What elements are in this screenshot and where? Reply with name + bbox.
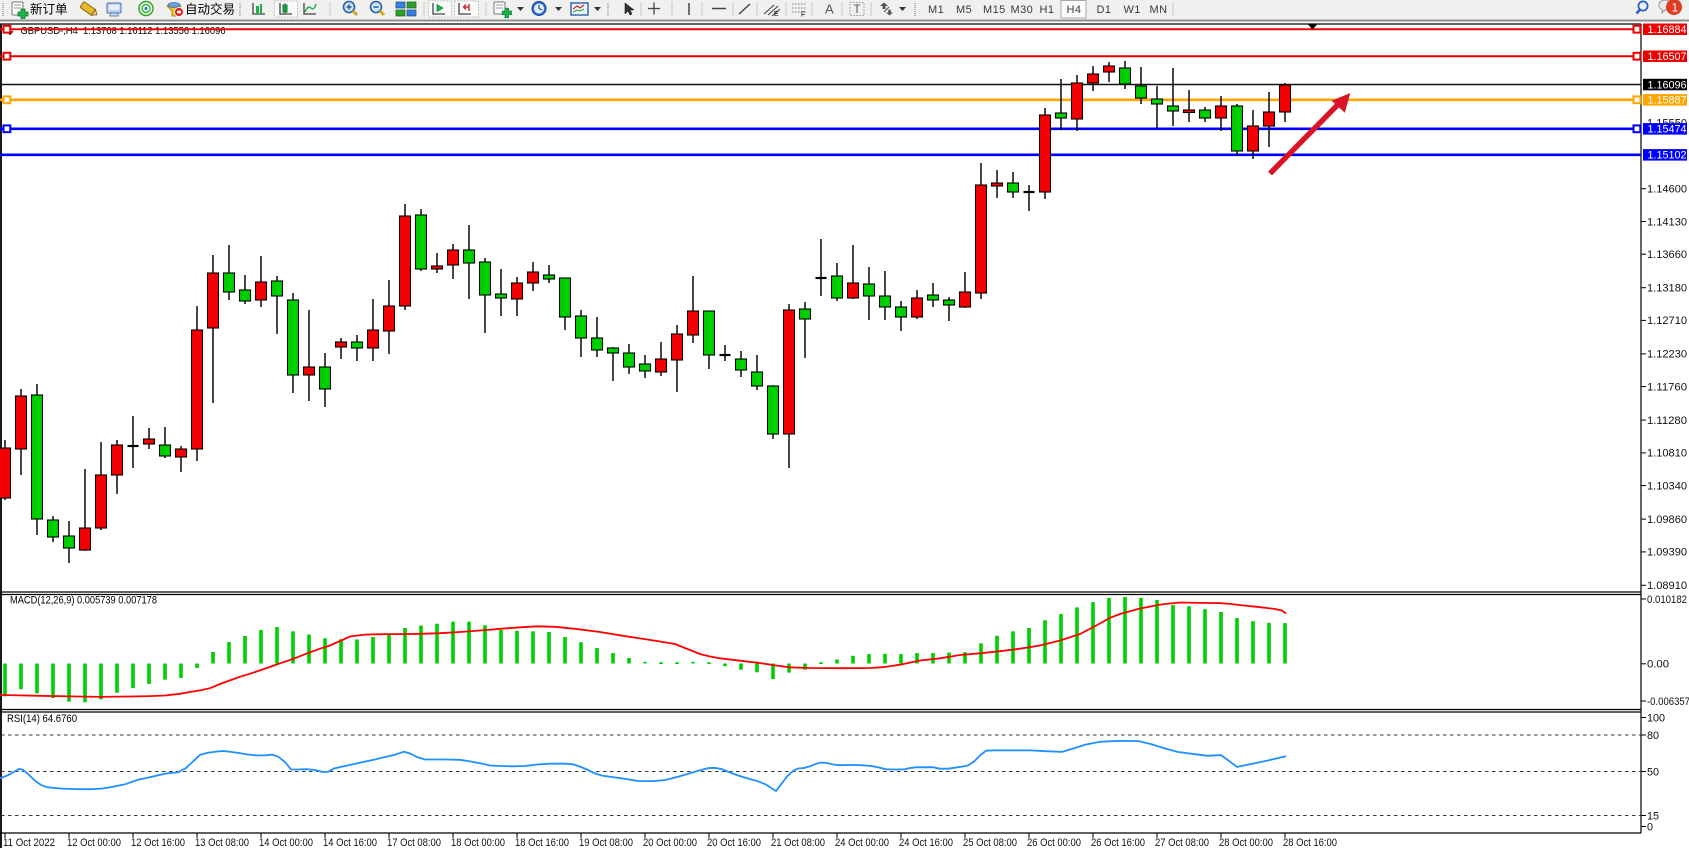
svg-text:18 Oct 00:00: 18 Oct 00:00 (451, 837, 505, 849)
svg-text:26 Oct 00:00: 26 Oct 00:00 (1027, 837, 1081, 849)
svg-text:H1: H1 (1040, 4, 1055, 16)
svg-text:14 Oct 00:00: 14 Oct 00:00 (259, 837, 313, 849)
svg-text:1.14600: 1.14600 (1647, 184, 1687, 196)
svg-text:MACD(12,26,9) 0.005739 0.00717: MACD(12,26,9) 0.005739 0.007178 (10, 595, 157, 607)
svg-text:14 Oct 16:00: 14 Oct 16:00 (323, 837, 377, 849)
svg-text:1.12230: 1.12230 (1647, 349, 1687, 361)
svg-text:20 Oct 00:00: 20 Oct 00:00 (643, 837, 697, 849)
svg-text:H4: H4 (1067, 4, 1082, 16)
svg-text:M5: M5 (956, 4, 972, 16)
svg-text:19 Oct 08:00: 19 Oct 08:00 (579, 837, 633, 849)
svg-text:27 Oct 08:00: 27 Oct 08:00 (1155, 837, 1209, 849)
svg-text:W1: W1 (1124, 4, 1141, 16)
svg-text:100: 100 (1647, 712, 1665, 724)
svg-text:1.16507: 1.16507 (1648, 51, 1687, 63)
svg-text:1.13180: 1.13180 (1647, 283, 1687, 295)
svg-text:24 Oct 00:00: 24 Oct 00:00 (835, 837, 889, 849)
svg-text:17 Oct 08:00: 17 Oct 08:00 (387, 837, 441, 849)
svg-text:11 Oct 2022: 11 Oct 2022 (3, 837, 55, 849)
svg-text:26 Oct 16:00: 26 Oct 16:00 (1091, 837, 1145, 849)
svg-text:15: 15 (1647, 810, 1659, 822)
svg-text:1.15474: 1.15474 (1648, 124, 1687, 136)
svg-text:1.16884: 1.16884 (1648, 24, 1687, 36)
svg-text:E: E (774, 11, 779, 18)
svg-text:新订单: 新订单 (30, 2, 68, 17)
svg-text:1.16096: 1.16096 (1648, 79, 1687, 91)
svg-text:1.13660: 1.13660 (1647, 249, 1687, 261)
svg-text:M30: M30 (1011, 4, 1034, 16)
svg-text:1.11280: 1.11280 (1647, 415, 1687, 427)
svg-text:13 Oct 08:00: 13 Oct 08:00 (195, 837, 249, 849)
svg-text:1.12710: 1.12710 (1647, 315, 1687, 327)
svg-text:1: 1 (1672, 1, 1679, 15)
svg-text:1.15887: 1.15887 (1648, 95, 1687, 107)
svg-text:-0.006357: -0.006357 (1647, 696, 1689, 708)
svg-text:自动交易: 自动交易 (185, 2, 235, 17)
svg-text:1.15102: 1.15102 (1648, 150, 1687, 162)
svg-text:20 Oct 16:00: 20 Oct 16:00 (707, 837, 761, 849)
svg-text:28 Oct 00:00: 28 Oct 00:00 (1219, 837, 1273, 849)
svg-text:M1: M1 (928, 4, 944, 16)
svg-text:18 Oct 16:00: 18 Oct 16:00 (515, 837, 569, 849)
svg-text:1.10810: 1.10810 (1647, 448, 1687, 460)
svg-text:A: A (825, 2, 834, 17)
svg-text:1.14130: 1.14130 (1647, 216, 1687, 228)
svg-text:12 Oct 00:00: 12 Oct 00:00 (67, 837, 121, 849)
svg-text:1.09860: 1.09860 (1647, 514, 1687, 526)
svg-text:1.08910: 1.08910 (1647, 580, 1687, 592)
svg-text:0: 0 (1647, 821, 1653, 833)
svg-text:25 Oct 08:00: 25 Oct 08:00 (963, 837, 1017, 849)
svg-text:24 Oct 16:00: 24 Oct 16:00 (899, 837, 953, 849)
svg-text:0.010182: 0.010182 (1647, 594, 1687, 606)
svg-text:RSI(14) 64.6760: RSI(14) 64.6760 (7, 713, 77, 725)
svg-text:GBPUSD-,H4 1.13708 1.16112 1.: GBPUSD-,H4 1.13708 1.16112 1.13556 1.160… (21, 25, 226, 37)
svg-text:12 Oct 16:00: 12 Oct 16:00 (131, 837, 185, 849)
svg-text:T: T (854, 4, 861, 16)
svg-text:80: 80 (1647, 730, 1659, 742)
svg-text:M15: M15 (983, 4, 1006, 16)
svg-text:MN: MN (1150, 4, 1168, 16)
svg-text:D1: D1 (1097, 4, 1112, 16)
svg-text:F: F (801, 12, 805, 19)
svg-text:1.11760: 1.11760 (1647, 381, 1687, 393)
svg-text:50: 50 (1647, 766, 1659, 778)
svg-text:0.00: 0.00 (1647, 659, 1669, 671)
svg-text:28 Oct 16:00: 28 Oct 16:00 (1283, 837, 1337, 849)
svg-text:1.09390: 1.09390 (1647, 547, 1687, 559)
svg-text:21 Oct 08:00: 21 Oct 08:00 (771, 837, 825, 849)
svg-text:1.10340: 1.10340 (1647, 480, 1687, 492)
